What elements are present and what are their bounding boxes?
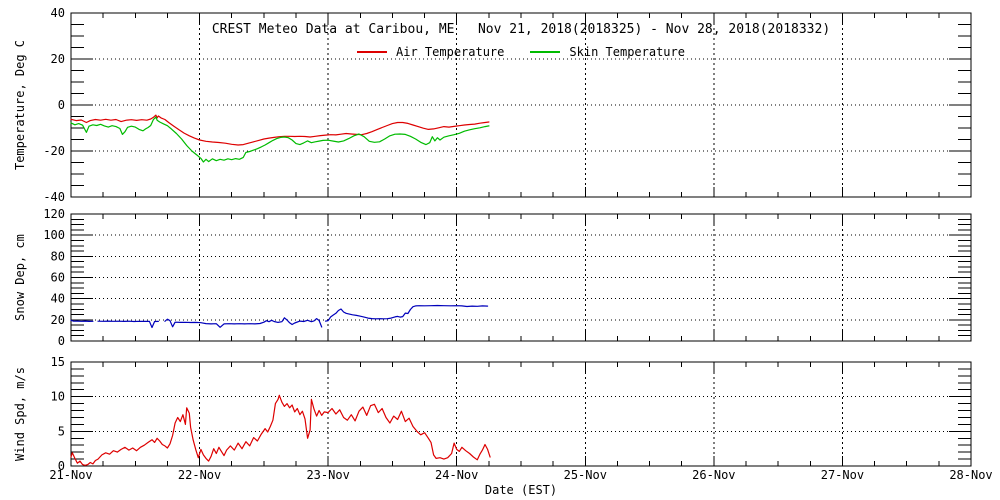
skin-temperature-line-sample xyxy=(530,51,561,53)
y-tick-label: 80 xyxy=(51,249,65,263)
y-tick-label: 0 xyxy=(58,334,65,348)
panel-border xyxy=(70,213,972,342)
x-tick-label: 23-Nov xyxy=(306,468,349,482)
legend-item-skin-temperature: Skin Temperature xyxy=(530,45,685,59)
y-axis-title-1: Temperature, Deg C xyxy=(13,40,27,170)
panel-border xyxy=(70,12,972,198)
skin-temperature-line xyxy=(70,116,490,163)
y-tick-label: 100 xyxy=(43,228,65,242)
y-tick-label: 5 xyxy=(58,424,65,438)
panel-1: -40 -20 0 20 40 Temperature, Deg C xyxy=(13,6,972,204)
x-tick-label: 26-Nov xyxy=(692,468,735,482)
x-tick-label: 25-Nov xyxy=(564,468,607,482)
snow-depth-line xyxy=(70,304,489,329)
wind-speed-line xyxy=(70,394,491,466)
y-tick-label: -40 xyxy=(43,190,65,204)
x-tick-label: 28-Nov xyxy=(949,468,992,482)
y-axis-title-2: Snow Dep, cm xyxy=(13,234,27,321)
x-axis-label: Date (EST) xyxy=(484,483,558,497)
x-tick-label: 22-Nov xyxy=(178,468,221,482)
legend-label-skin-temperature: Skin Temperature xyxy=(569,45,685,59)
air-temperature-line xyxy=(70,114,490,146)
legend-item-air-temperature: Air Temperature xyxy=(357,45,504,59)
x-tick-label: 27-Nov xyxy=(821,468,864,482)
chart-title: CREST Meteo Data at Caribou, ME Nov 21, … xyxy=(211,22,831,37)
y-tick-label: 0 xyxy=(58,459,65,473)
air-temperature-line-sample xyxy=(357,51,388,53)
panel-2: 0 20 40 60 80 100 120 Snow Dep, cm xyxy=(13,207,972,348)
chart-legend: Air Temperature Skin Temperature xyxy=(71,45,971,59)
y-tick-label: 20 xyxy=(51,313,65,327)
panel-3: 0 5 10 15 Wind Spd, m/s xyxy=(13,355,972,473)
x-tick-label: 24-Nov xyxy=(435,468,478,482)
y-tick-label: 10 xyxy=(51,390,65,404)
y-axis-title-3: Wind Spd, m/s xyxy=(13,367,27,461)
legend-label-air-temperature: Air Temperature xyxy=(396,45,505,59)
y-tick-label: 120 xyxy=(43,207,65,221)
y-tick-label: 0 xyxy=(58,98,65,112)
y-tick-label: 40 xyxy=(51,6,65,20)
panel-border xyxy=(70,361,972,467)
y-tick-label: 20 xyxy=(51,52,65,66)
y-tick-label: 15 xyxy=(51,355,65,369)
x-tick-label: 21-Nov xyxy=(49,468,92,482)
y-tick-label: -20 xyxy=(43,144,65,158)
y-tick-label: 40 xyxy=(51,292,65,306)
y-tick-label: 60 xyxy=(51,271,65,285)
